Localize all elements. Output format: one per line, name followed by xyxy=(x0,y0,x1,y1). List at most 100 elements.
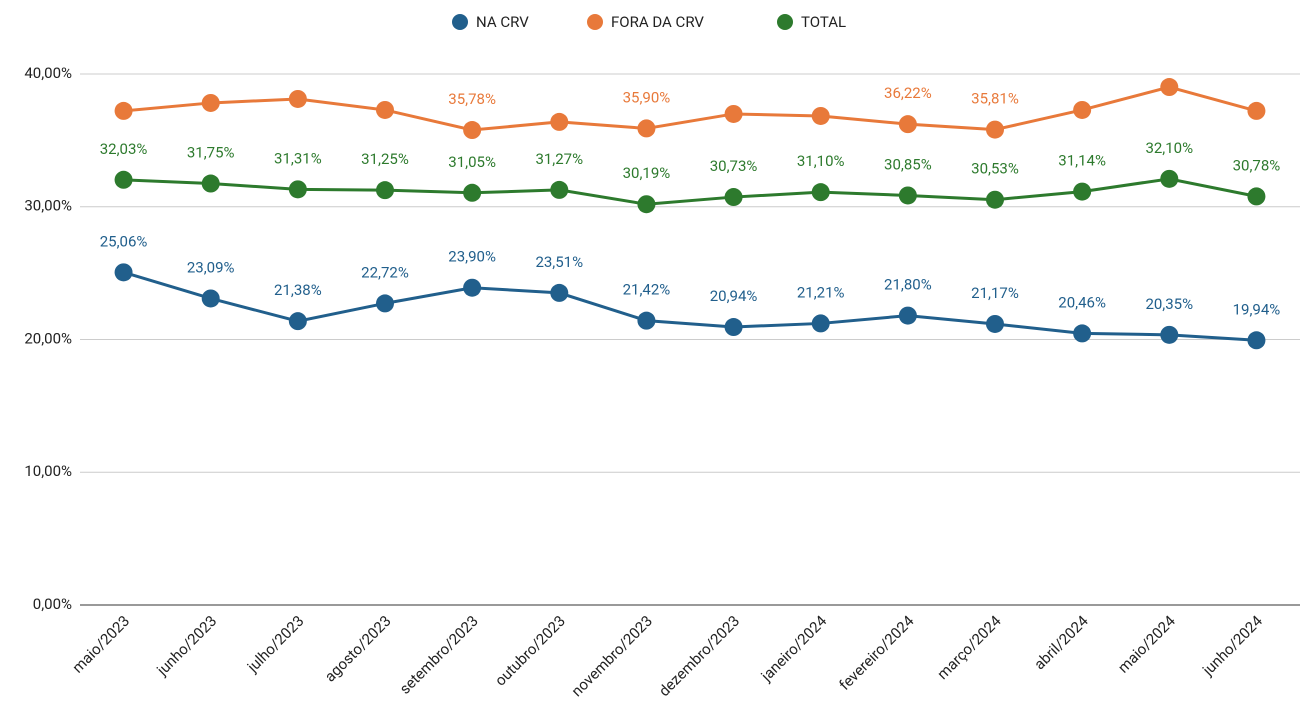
data-label: 20,94% xyxy=(710,287,758,305)
data-point xyxy=(288,180,307,199)
data-point xyxy=(114,263,133,282)
x-tick-label: novembro/2023 xyxy=(568,612,656,700)
data-label: 35,78% xyxy=(448,90,496,108)
data-label: 32,03% xyxy=(100,140,148,158)
data-point xyxy=(637,195,656,214)
data-point xyxy=(637,119,656,138)
x-tick-label: março/2024 xyxy=(934,612,1006,684)
data-label: 30,73% xyxy=(710,157,758,175)
data-label: 19,94% xyxy=(1233,300,1281,318)
data-label: 36,22% xyxy=(884,84,932,102)
y-tick-label: 0,00% xyxy=(33,595,72,613)
data-label: 21,80% xyxy=(884,276,932,294)
y-tick-label: 30,00% xyxy=(24,197,72,215)
data-point xyxy=(1247,187,1266,206)
data-point xyxy=(550,180,569,199)
data-point xyxy=(1247,331,1266,350)
x-tick-label: dezembro/2023 xyxy=(655,612,743,700)
data-label: 30,85% xyxy=(884,155,932,173)
x-tick-label: fevereiro/2024 xyxy=(835,612,917,694)
legend-label: TOTAL xyxy=(801,13,846,31)
data-point xyxy=(986,120,1004,139)
data-point xyxy=(898,186,917,205)
series-line xyxy=(123,270,1257,342)
data-point xyxy=(201,289,220,308)
data-label: 23,51% xyxy=(535,253,583,271)
data-point xyxy=(288,89,307,108)
x-tick-label: setembro/2023 xyxy=(396,612,482,698)
data-point xyxy=(724,188,743,207)
data-label: 23,09% xyxy=(187,258,235,276)
y-tick-label: 20,00% xyxy=(24,329,72,347)
data-label: 21,21% xyxy=(797,283,845,301)
x-tick-label: agosto/2023 xyxy=(321,612,395,686)
data-point xyxy=(986,190,1004,209)
data-label: 21,42% xyxy=(623,281,671,299)
data-label: 31,05% xyxy=(448,153,496,171)
data-label: 23,90% xyxy=(448,248,496,266)
data-point xyxy=(898,306,917,325)
data-point xyxy=(986,314,1004,333)
data-label: 30,19% xyxy=(623,164,671,182)
data-point xyxy=(114,170,133,189)
data-label: 20,35% xyxy=(1145,295,1193,313)
data-point xyxy=(811,314,830,333)
data-label: 35,90% xyxy=(623,88,671,106)
data-point xyxy=(1247,101,1266,120)
series-line xyxy=(123,177,1257,206)
x-tick-label: maio/2023 xyxy=(69,612,134,677)
x-tick-label: outubro/2023 xyxy=(491,612,569,690)
legend-marker xyxy=(777,14,793,30)
legend-label: NA CRV xyxy=(476,13,529,31)
data-label: 31,25% xyxy=(361,150,409,168)
data-label: 30,53% xyxy=(971,160,1019,178)
x-tick-label: abril/2024 xyxy=(1030,612,1092,674)
x-tick-label: julho/2023 xyxy=(243,612,308,677)
data-label: 32,10% xyxy=(1145,139,1193,157)
data-point xyxy=(1160,78,1179,97)
data-label: 31,31% xyxy=(274,149,322,167)
data-point xyxy=(376,100,394,119)
data-label: 31,10% xyxy=(797,152,845,170)
data-point xyxy=(637,311,656,330)
data-point xyxy=(724,318,743,337)
data-point xyxy=(1073,100,1092,119)
legend-label: FORA DA CRV xyxy=(611,13,704,31)
data-point xyxy=(201,93,220,112)
data-point xyxy=(376,294,394,313)
data-label: 25,06% xyxy=(100,232,148,250)
data-label: 31,14% xyxy=(1058,152,1106,170)
legend-marker xyxy=(452,14,468,30)
y-tick-label: 40,00% xyxy=(24,64,72,82)
data-label: 21,17% xyxy=(971,284,1019,302)
x-tick-label: maio/2024 xyxy=(1114,612,1179,677)
series-line xyxy=(123,85,1257,132)
data-point xyxy=(114,101,133,120)
data-point xyxy=(463,183,482,202)
data-point xyxy=(724,104,743,123)
data-point xyxy=(201,174,220,193)
data-point xyxy=(811,106,830,125)
x-tick-label: junho/2024 xyxy=(1198,612,1266,680)
data-point xyxy=(1073,182,1092,201)
data-label: 35,81% xyxy=(971,90,1019,108)
x-tick-label: janeiro/2024 xyxy=(757,612,831,686)
data-point xyxy=(898,115,917,134)
data-label: 31,27% xyxy=(535,150,583,168)
data-point xyxy=(463,121,482,140)
data-label: 30,78% xyxy=(1233,156,1281,174)
data-point xyxy=(550,112,569,131)
data-label: 22,72% xyxy=(361,263,409,281)
x-tick-label: junho/2023 xyxy=(153,612,221,680)
data-point xyxy=(463,278,482,297)
data-point xyxy=(1160,325,1179,344)
data-point xyxy=(550,283,569,302)
y-tick-label: 10,00% xyxy=(24,462,72,480)
data-point xyxy=(376,181,394,200)
data-label: 31,75% xyxy=(187,143,235,161)
data-label: 21,38% xyxy=(274,281,322,299)
data-point xyxy=(1160,169,1179,188)
legend-marker xyxy=(587,14,603,30)
data-label: 20,46% xyxy=(1058,293,1106,311)
